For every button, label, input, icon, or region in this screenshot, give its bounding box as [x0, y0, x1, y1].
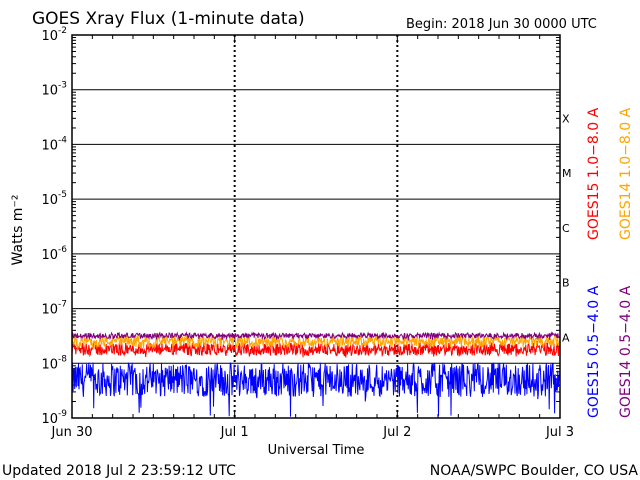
x-tick-label: Jul 1 — [220, 425, 249, 440]
flare-class-label: M — [562, 167, 572, 180]
y-tick-label: 10-6 — [41, 245, 67, 263]
x-axis-label: Universal Time — [268, 443, 365, 458]
y-tick-exponent: -5 — [58, 190, 67, 200]
y-tick-exponent: -4 — [58, 135, 67, 145]
flare-class-label: C — [562, 222, 570, 235]
y-tick-exponent: -8 — [58, 354, 67, 364]
x-tick-label: Jul 2 — [382, 425, 411, 440]
legend-entry: GOES14 1.0−8.0 A — [618, 107, 634, 240]
x-tick-label: Jun 30 — [51, 425, 93, 440]
chart-title: GOES Xray Flux (1-minute data) — [32, 9, 305, 29]
legend-entry: GOES14 0.5−4.0 A — [618, 285, 634, 418]
flare-class-label: A — [562, 331, 570, 344]
y-tick-exponent: -2 — [58, 26, 67, 36]
x-tick-label: Jul 3 — [545, 425, 574, 440]
y-tick-label: 10-3 — [41, 81, 67, 99]
flare-class-label: X — [562, 112, 570, 125]
y-tick-exponent: -9 — [58, 409, 67, 419]
series-line — [72, 331, 560, 342]
flare-class-label: B — [562, 277, 570, 290]
y-tick-label: 10-2 — [41, 26, 67, 44]
credit-label: NOAA/SWPC Boulder, CO USA — [430, 463, 639, 479]
legend-entry: GOES15 1.0−8.0 A — [586, 107, 602, 240]
begin-label: Begin: 2018 Jun 30 0000 UTC — [406, 17, 597, 32]
y-tick-label: 10-8 — [41, 354, 67, 372]
y-tick-label: 10-5 — [41, 190, 67, 208]
updated-label: Updated 2018 Jul 2 23:59:12 UTC — [2, 463, 236, 479]
y-tick-label: 10-4 — [41, 135, 67, 153]
y-tick-exponent: -6 — [58, 245, 67, 255]
legend-entry: GOES15 0.5−4.0 A — [586, 285, 602, 418]
y-tick-label: 10-7 — [41, 300, 67, 318]
y-axis-label: Watts m⁻² — [10, 195, 26, 266]
y-tick-exponent: -7 — [58, 300, 67, 310]
plot-frame — [71, 34, 561, 419]
y-tick-exponent: -3 — [58, 81, 67, 91]
series-line — [72, 362, 560, 417]
